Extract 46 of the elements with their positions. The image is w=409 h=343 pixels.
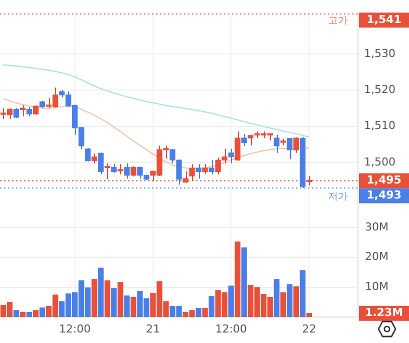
y2-tick-label: 30M [365, 220, 388, 234]
x-tick-label: 22 [302, 322, 316, 336]
y2-tick-label: 20M [365, 250, 388, 264]
line-series [2, 64, 310, 138]
x-tick-label: 12:00 [215, 322, 247, 336]
bar [20, 312, 26, 317]
text: 1.23M [364, 306, 404, 320]
bar [274, 279, 280, 317]
bar [92, 279, 98, 317]
candlestick [202, 164, 208, 174]
annotation: 고가 [328, 16, 348, 27]
bar [118, 282, 124, 317]
bar [98, 268, 104, 317]
candlestick [196, 164, 202, 180]
bar [104, 280, 110, 317]
bar [196, 308, 202, 317]
candlestick [118, 164, 124, 175]
bar [130, 296, 136, 317]
ref-line-label: 1,493 [366, 188, 402, 202]
y2-tick-label: 10M [365, 280, 388, 294]
bar [124, 295, 130, 317]
bar [208, 296, 214, 317]
y-tick-label: 1,500 [364, 155, 396, 168]
bar [286, 284, 292, 317]
y-tick-label: 1,520 [364, 83, 396, 96]
bar [228, 286, 234, 317]
annotation: 저가 [328, 192, 348, 203]
bar [293, 286, 299, 317]
y-tick-label: 1,530 [364, 46, 396, 60]
x-tick-label: 12:00 [59, 322, 91, 336]
bar [241, 247, 247, 317]
bar [26, 312, 32, 317]
bar [13, 310, 20, 317]
bar [39, 307, 46, 317]
ref-line-label: 1,541 [366, 12, 402, 26]
ref-line-label: 1,495 [366, 174, 402, 187]
y-tick-label: 1,510 [364, 119, 396, 132]
bar [32, 310, 39, 317]
bar [111, 288, 117, 317]
bar [202, 308, 208, 317]
bar [306, 313, 312, 317]
x-tick-label: 21 [146, 322, 160, 336]
candlestick [208, 160, 214, 175]
bar [280, 292, 286, 317]
bar [234, 241, 240, 317]
bar [300, 270, 306, 317]
